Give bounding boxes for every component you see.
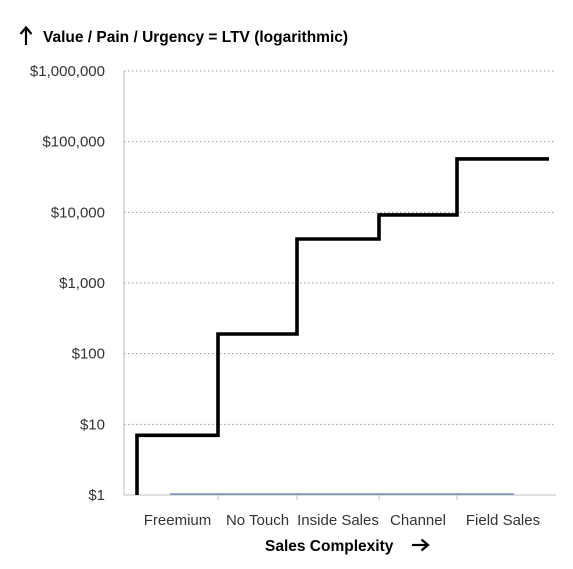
y-tick-label-1: $10 [80,416,105,433]
y-axis-ticks: $1 $10 $100 $1,000 $10,000 $100,000 $1,000,000 [30,63,105,504]
x-tick-label-0: Freemium [144,512,212,529]
series-step-line [135,157,549,495]
y-tick-label-6: $1,000,000 [30,63,105,80]
axes [123,71,556,500]
chart-title: Value / Pain / Urgency = LTV (logarithmi… [43,29,348,46]
x-tick-label-4: Field Sales [466,512,540,529]
gridlines [124,70,556,425]
chart-title-group: Value / Pain / Urgency = LTV (logarithmi… [19,25,348,46]
x-tick-label-1: No Touch [226,512,289,529]
x-axis-label-group: Sales Complexity [265,538,430,555]
up-arrow-icon [19,25,33,45]
y-tick-label-3: $1,000 [59,275,105,292]
y-tick-label-2: $100 [72,346,105,363]
right-arrow-icon [412,538,430,552]
x-axis-ticks: Freemium No Touch Inside Sales Channel Field… [144,512,540,529]
y-tick-label-5: $100,000 [42,134,105,151]
y-tick-label-4: $10,000 [51,204,105,221]
series-layer [135,157,549,495]
x-tick-label-3: Channel [390,512,446,529]
y-tick-label-0: $1 [88,487,105,504]
x-axis-label: Sales Complexity [265,538,394,555]
x-tick-label-2: Inside Sales [297,512,379,529]
